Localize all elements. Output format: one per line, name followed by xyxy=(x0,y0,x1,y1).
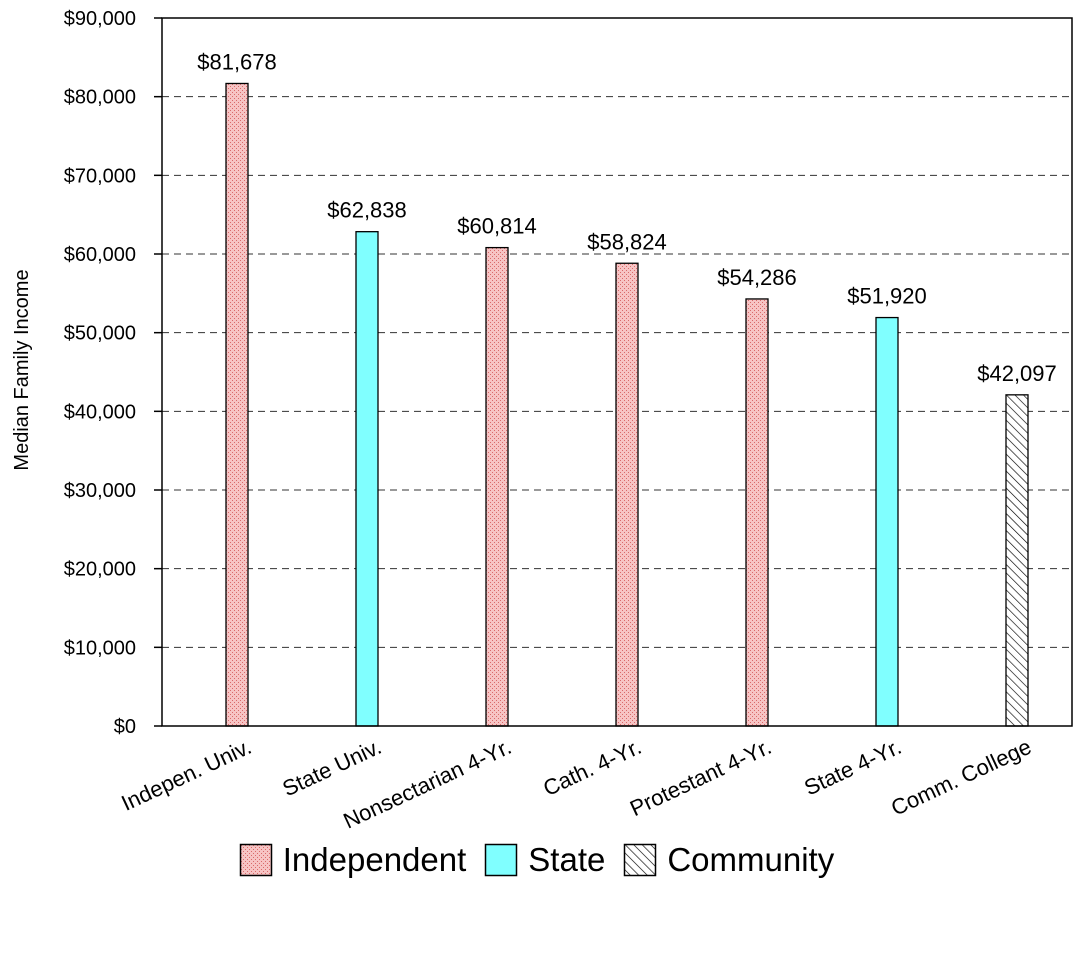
data-label: $42,097 xyxy=(977,361,1057,386)
y-ticks: $0 $10,000 $20,000 $30,000 $40,000 $50,000 $60… xyxy=(64,8,162,738)
data-labels: $81,678 $62,838 $60,814 $58,824 $54,286 $51,9… xyxy=(197,49,1057,385)
y-tick-label: $50,000 xyxy=(64,323,136,345)
y-tick-label: $70,000 xyxy=(64,165,136,187)
data-label: $51,920 xyxy=(847,284,927,309)
x-tick-label: Protestant 4-Yr. xyxy=(626,734,775,821)
y-tick-label: $90,000 xyxy=(64,8,136,30)
legend-swatch xyxy=(485,843,518,877)
legend-label: Community xyxy=(667,841,835,878)
legend-item: Independent xyxy=(239,841,467,879)
data-label: $81,678 xyxy=(197,49,277,74)
gridlines xyxy=(162,96,1072,648)
data-label: $54,286 xyxy=(717,265,797,290)
data-label: $62,838 xyxy=(327,198,407,223)
y-tick-label: $20,000 xyxy=(64,559,136,581)
y-tick-label: $30,000 xyxy=(64,480,136,502)
legend-label: State xyxy=(528,841,606,878)
x-ticks: Indepen. Univ. State Univ.Nonsectarian 4-… xyxy=(117,734,1035,834)
bar xyxy=(745,298,769,727)
y-axis-label: Median Family Income xyxy=(11,269,33,470)
bar xyxy=(225,82,249,727)
x-tick-label: Comm. College xyxy=(887,734,1035,821)
bar xyxy=(1005,394,1029,727)
legend-swatch xyxy=(624,843,657,877)
data-label: $60,814 xyxy=(457,214,537,239)
bar xyxy=(875,316,899,727)
x-tick-label: State 4-Yr. xyxy=(800,734,905,801)
y-tick-label: $40,000 xyxy=(64,401,136,423)
x-tick-label: Cath. 4-Yr. xyxy=(539,734,645,801)
plot-area-frame xyxy=(161,17,1073,727)
bar xyxy=(615,262,639,727)
legend-item: State xyxy=(484,841,605,879)
y-tick-label: $60,000 xyxy=(64,244,136,266)
y-tick-label: $80,000 xyxy=(64,87,136,109)
legend-swatch xyxy=(239,843,273,877)
bars xyxy=(225,82,1029,727)
bar xyxy=(355,231,379,727)
data-label: $58,824 xyxy=(587,229,667,254)
legend-label: Independent xyxy=(282,841,467,878)
x-tick-label: State Univ. xyxy=(278,734,385,801)
y-tick-label: $0 xyxy=(114,716,136,738)
y-tick-label: $10,000 xyxy=(64,637,136,659)
legend-item: Community xyxy=(623,841,834,879)
x-tick-label: Indepen. Univ. xyxy=(117,734,255,816)
bar xyxy=(485,246,509,727)
legend: Independent State Community xyxy=(0,838,1073,882)
